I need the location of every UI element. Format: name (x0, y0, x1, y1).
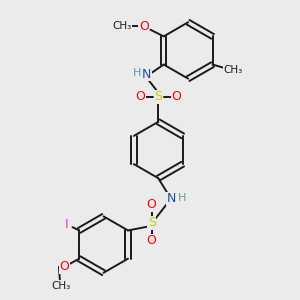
Text: O: O (147, 198, 157, 211)
Text: CH₃: CH₃ (51, 280, 70, 290)
Text: H: H (133, 68, 141, 78)
Text: N: N (142, 68, 152, 81)
Text: O: O (172, 90, 182, 104)
Text: CH₃: CH₃ (112, 21, 132, 32)
Text: S: S (148, 216, 156, 229)
Text: O: O (135, 90, 145, 104)
Text: I: I (65, 218, 68, 231)
Text: O: O (139, 20, 149, 33)
Text: O: O (147, 234, 157, 248)
Text: CH₃: CH₃ (224, 64, 243, 74)
Text: O: O (59, 260, 69, 274)
Text: N: N (167, 192, 176, 205)
Text: H: H (178, 193, 186, 203)
Text: S: S (154, 90, 162, 104)
